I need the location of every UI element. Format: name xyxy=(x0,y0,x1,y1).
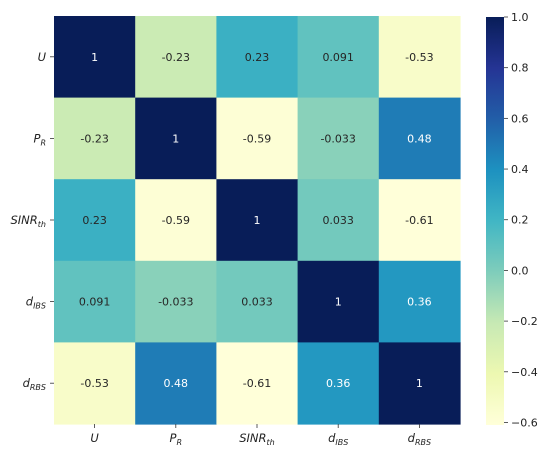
colorbar-tick-label: 0.4 xyxy=(511,163,529,176)
heatmap-cell xyxy=(216,342,299,425)
colorbar-tick-label: −0.4 xyxy=(511,366,538,379)
x-tick-label: dRBS xyxy=(408,431,431,447)
heatmap-cell xyxy=(54,179,136,262)
cell-value-label: -0.53 xyxy=(80,377,108,390)
x-axis-tick-labels: U PR SINRth dIBS dRBS xyxy=(90,424,431,447)
heatmap-cell xyxy=(378,260,461,343)
cell-value-label: 0.033 xyxy=(241,296,273,309)
cell-value-label: -0.61 xyxy=(243,377,271,390)
heatmap-cell xyxy=(135,260,217,343)
heatmap-cell xyxy=(54,97,136,180)
heatmap-cell xyxy=(54,260,136,343)
cell-value-label: 0.23 xyxy=(245,51,270,64)
colorbar-tick-label: 0.2 xyxy=(511,214,529,227)
cell-value-label: 1 xyxy=(335,296,342,309)
heatmap-cell xyxy=(297,97,380,180)
heatmap-cell xyxy=(135,179,217,262)
cell-value-label: -0.033 xyxy=(320,132,355,145)
heatmap-cell xyxy=(297,16,380,99)
cell-value-label: 0.36 xyxy=(407,296,432,309)
cell-value-label: 0.091 xyxy=(322,51,354,64)
heatmap-cell xyxy=(54,342,136,425)
cell-value-label: 1 xyxy=(254,214,261,227)
cell-value-label: 1 xyxy=(416,377,423,390)
heatmap-cell xyxy=(297,260,380,343)
y-tick-label: PR xyxy=(34,131,47,147)
heatmap-cell xyxy=(378,16,461,99)
colorbar-tick-label: 1.0 xyxy=(511,11,529,24)
heatmap-cell xyxy=(216,97,299,180)
y-tick-label: dRBS xyxy=(23,376,46,392)
cell-value-label: -0.53 xyxy=(405,51,433,64)
y-tick-label: dIBS xyxy=(26,295,46,311)
heatmap-cell xyxy=(378,97,461,180)
colorbar-tick-label: 0.0 xyxy=(511,264,529,277)
cell-value-label: -0.23 xyxy=(162,51,190,64)
colorbar-tick-label: −0.6 xyxy=(511,416,538,429)
heatmap-cell xyxy=(216,16,299,99)
cell-value-label: -0.59 xyxy=(243,132,271,145)
x-tick-label: dIBS xyxy=(328,431,348,447)
cell-value-label: -0.23 xyxy=(80,132,108,145)
colorbar-tick-label: 0.6 xyxy=(511,112,529,125)
cell-value-label: 1 xyxy=(91,51,98,64)
cell-value-label: 0.36 xyxy=(326,377,351,390)
heatmap-cell xyxy=(135,16,217,99)
heatmap-cell xyxy=(297,179,380,262)
heatmap-cell xyxy=(135,97,217,180)
heatmap-cells xyxy=(54,16,461,425)
heatmap-cell xyxy=(297,342,380,425)
cell-value-label: 0.48 xyxy=(164,377,189,390)
cell-value-label: 1 xyxy=(172,132,179,145)
y-tick-label: U xyxy=(38,50,47,64)
x-tick-label: PR xyxy=(170,431,183,447)
cell-value-label: 0.23 xyxy=(82,214,107,227)
cell-value-label: 0.091 xyxy=(79,296,111,309)
cell-value-label: 0.48 xyxy=(407,132,432,145)
colorbar-ticks: 1.0 0.8 0.6 0.4 0.2 0.0 −0.2 −0.4 −0.6 xyxy=(504,11,538,429)
colorbar-tick-label: 0.8 xyxy=(511,62,529,75)
x-tick-label: U xyxy=(90,431,99,445)
heatmap-cell xyxy=(378,179,461,262)
cell-value-label: -0.61 xyxy=(405,214,433,227)
cell-value-label: -0.59 xyxy=(162,214,190,227)
colorbar-tick-label: −0.2 xyxy=(511,315,538,328)
y-axis-tick-labels: U PR SINRth dIBS dRBS xyxy=(10,50,54,392)
cell-value-label: -0.033 xyxy=(158,296,193,309)
heatmap-cell xyxy=(54,16,136,99)
x-tick-label: SINRth xyxy=(239,431,275,447)
heatmap-cell-labels: 1 -0.23 0.23 0.091 -0.53 -0.23 1 -0.59 -0.033 0.4… xyxy=(79,51,434,390)
y-tick-label: SINRth xyxy=(10,213,46,229)
heatmap-cell xyxy=(135,342,217,425)
colorbar xyxy=(486,17,504,425)
heatmap-cell xyxy=(378,342,461,425)
heatmap-cell xyxy=(216,260,299,343)
heatmap-cell xyxy=(216,179,299,262)
cell-value-label: 0.033 xyxy=(322,214,354,227)
